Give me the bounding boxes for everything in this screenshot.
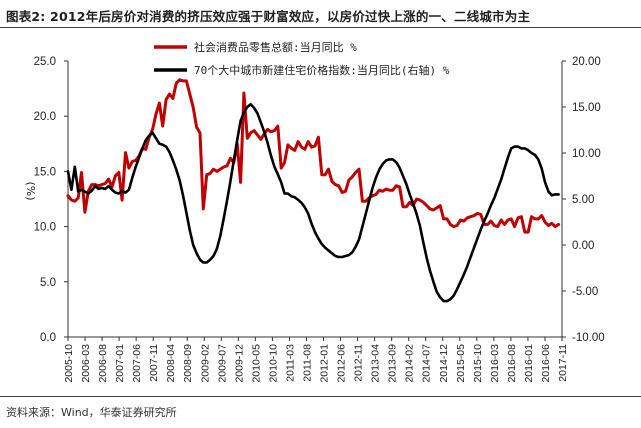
right-tick-label: 5.00 (572, 194, 594, 206)
housing-price-line (66, 102, 560, 303)
source-note: 资料来源：Wind，华泰证券研究所 (6, 406, 177, 419)
x-tick-label: 2014-02 (404, 344, 416, 383)
left-tick-label: 15.0 (34, 166, 56, 178)
retail-sales-line (66, 78, 561, 234)
left-tick-label: 0.0 (40, 332, 56, 344)
x-tick-label: 2007-11 (148, 344, 160, 382)
x-tick-label: 2006-08 (97, 344, 109, 383)
right-tick-label: 20.00 (572, 56, 601, 68)
legend: 社会消费品零售总额:当月同比 % 70个大中城市新建住宅价格指数:当月同比(右轴)… (154, 40, 450, 77)
x-tick-label: 2016-03 (489, 344, 501, 383)
footer-divider (0, 396, 641, 397)
x-tick-label: 2013-04 (370, 344, 382, 383)
x-tick-label: 2013-09 (387, 344, 399, 383)
x-tick-label: 2015-10 (472, 344, 484, 383)
x-tick-label: 2007-06 (131, 344, 143, 383)
x-tick-label: 2009-07 (216, 344, 228, 383)
x-tick-label: 2012-06 (336, 344, 348, 383)
axes-layer: 0.0 5.0 10.0 15.0 20.0 25.0 (%) -10.00 -5.00 0.00… (24, 56, 605, 383)
left-tick-label: 10.0 (34, 222, 56, 234)
x-tick-label: 2012-11 (353, 344, 365, 382)
x-tick-label: 2017-11 (557, 344, 569, 382)
x-tick-label: 2008-09 (182, 344, 194, 383)
title-divider (0, 27, 641, 28)
left-axis-unit-label: (%) (24, 181, 37, 200)
x-tick-label: 2015-05 (455, 344, 467, 383)
right-tick-label: 15.00 (572, 102, 601, 114)
chart-title: 图表2: 2012年后房价对消费的挤压效应强于财富效应，以房价过快上涨的一、二线… (6, 9, 531, 24)
x-tick-label: 2012-01 (319, 344, 331, 383)
x-tick-label: 2014-12 (438, 344, 450, 383)
x-tick-label: 2016-06 (540, 344, 552, 383)
x-tick-label: 2010-05 (250, 344, 262, 383)
x-tick-label: 2008-04 (165, 344, 177, 383)
x-tick-label: 2007-01 (114, 344, 126, 383)
x-tick-label: 2005-10 (63, 344, 75, 383)
left-tick-label: 20.0 (34, 111, 56, 123)
x-tick-label: 2009-12 (233, 344, 245, 383)
x-tick-label: 2011-03 (284, 344, 296, 382)
x-tick-label: 2009-02 (199, 344, 211, 383)
legend-label-retail: 社会消费品零售总额:当月同比 % (194, 40, 357, 54)
x-tick-label: 2006-03 (80, 344, 92, 383)
right-tick-label: -5.00 (572, 286, 598, 298)
x-tick-label: 2016-08 (506, 344, 518, 383)
x-tick-label: 2011-08 (301, 344, 313, 382)
left-tick-label: 25.0 (34, 56, 56, 68)
x-tick-label: 2014-07 (421, 344, 433, 383)
right-tick-label: -10.00 (572, 332, 605, 344)
left-tick-label: 5.0 (40, 277, 56, 289)
series-layer (66, 78, 561, 303)
right-tick-label: 10.00 (572, 148, 601, 160)
x-tick-label: 2016-01 (523, 344, 535, 383)
legend-label-housing: 70个大中城市新建住宅价格指数:当月同比(右轴) % (194, 63, 450, 77)
x-tick-label: 2010-10 (267, 344, 279, 383)
right-tick-label: 0.00 (572, 240, 594, 252)
